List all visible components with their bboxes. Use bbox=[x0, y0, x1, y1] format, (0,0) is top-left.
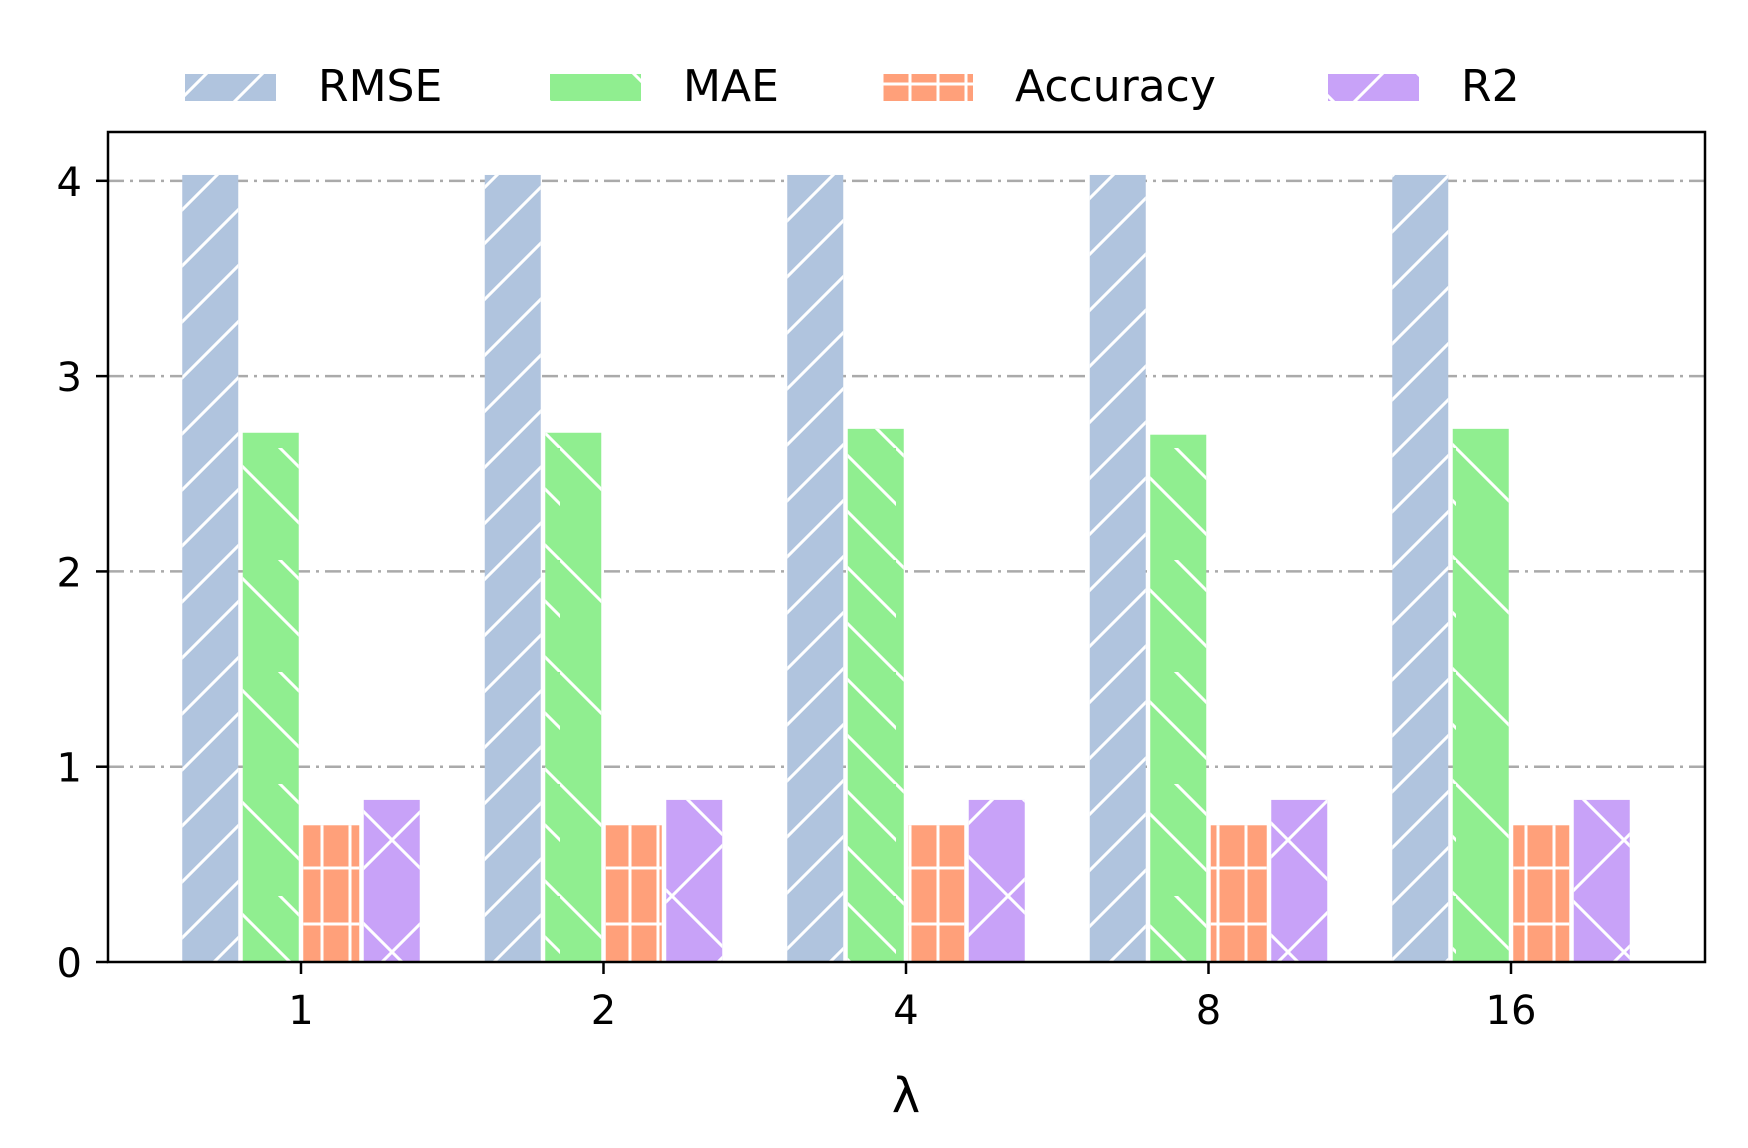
bar-mae-8-hatch bbox=[1150, 434, 1207, 962]
bar-accuracy-1-hatch bbox=[303, 825, 360, 962]
x-tick-label: 16 bbox=[1486, 988, 1537, 1034]
legend-label-accuracy: Accuracy bbox=[1015, 61, 1216, 112]
bar-rmse-1-hatch bbox=[182, 174, 239, 962]
x-axis: 1 2 4 8 16 bbox=[288, 962, 1536, 1034]
x-axis-label: λ bbox=[892, 1068, 920, 1124]
bar-rmse-2-hatch bbox=[484, 174, 541, 962]
bar-mae-16-hatch bbox=[1452, 428, 1509, 962]
legend-swatch-hatch-rmse bbox=[185, 74, 276, 101]
bars-group bbox=[182, 174, 1630, 962]
bar-accuracy-16-hatch bbox=[1513, 825, 1570, 962]
bar-accuracy-2-hatch bbox=[605, 825, 662, 962]
legend: RMSE MAE Accuracy R2 bbox=[185, 61, 1520, 112]
y-tick-label: 2 bbox=[57, 550, 82, 596]
bar-r2-4-hatch bbox=[968, 799, 1025, 962]
legend-swatch-hatch-r2 bbox=[1328, 74, 1419, 101]
bar-r2-2-hatch bbox=[666, 799, 723, 962]
legend-label-rmse: RMSE bbox=[318, 61, 442, 112]
y-tick-label: 4 bbox=[57, 160, 82, 206]
x-tick-label: 8 bbox=[1196, 988, 1221, 1034]
bar-r2-8-hatch bbox=[1271, 799, 1328, 962]
legend-swatch-hatch-accuracy bbox=[882, 74, 973, 101]
y-tick-label: 3 bbox=[57, 355, 82, 401]
bar-mae-2-hatch bbox=[545, 432, 602, 962]
legend-label-mae: MAE bbox=[683, 61, 779, 112]
bar-accuracy-8-hatch bbox=[1210, 825, 1267, 962]
x-tick-label: 1 bbox=[288, 988, 313, 1034]
bar-mae-4-hatch bbox=[847, 428, 904, 962]
y-tick-label: 0 bbox=[57, 941, 82, 987]
legend-swatch-hatch-mae bbox=[550, 74, 641, 101]
x-tick-label: 2 bbox=[591, 988, 616, 1034]
bar-mae-1-hatch bbox=[242, 432, 299, 962]
bar-accuracy-4-hatch bbox=[908, 825, 965, 962]
bar-r2-1-hatch bbox=[363, 799, 420, 962]
y-tick-label: 1 bbox=[57, 746, 82, 792]
bar-rmse-8-hatch bbox=[1089, 174, 1146, 962]
bar-rmse-16-hatch bbox=[1392, 174, 1449, 962]
gridlines bbox=[108, 179, 1705, 768]
bar-r2-16-hatch bbox=[1573, 799, 1630, 962]
x-tick-label: 4 bbox=[893, 988, 918, 1034]
legend-label-r2: R2 bbox=[1461, 61, 1520, 112]
bar-rmse-4-hatch bbox=[787, 174, 844, 962]
y-axis: 0 1 2 3 4 bbox=[57, 160, 108, 987]
